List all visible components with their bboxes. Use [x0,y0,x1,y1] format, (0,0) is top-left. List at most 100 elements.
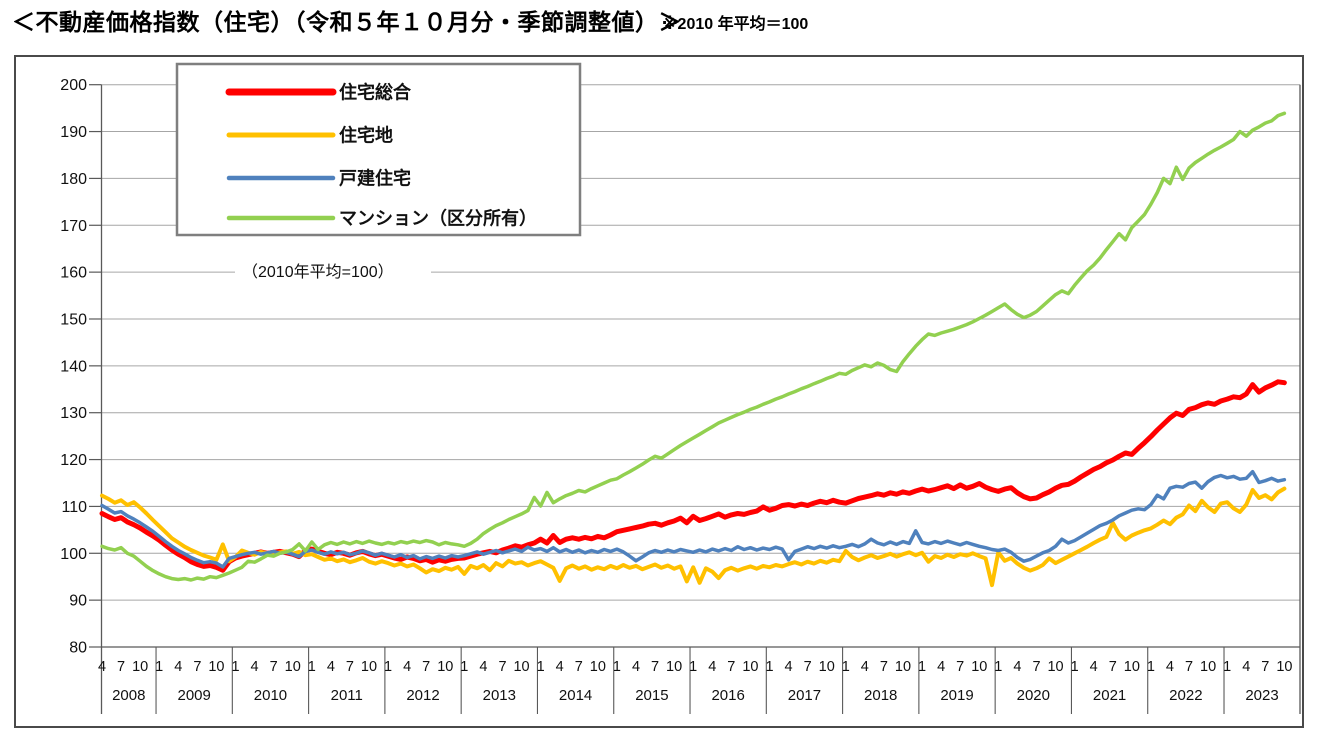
year-label: 2020 [1017,687,1050,704]
month-tick-label: 1 [155,659,163,675]
legend-item-condominium: マンション（区分所有） [226,208,537,229]
year-label: 2018 [864,687,897,704]
year-label: 2019 [940,687,973,704]
month-tick-label: 7 [193,659,201,675]
month-tick-label: 1 [1071,659,1079,675]
month-tick-label: 4 [327,659,335,675]
month-tick-label: 4 [1166,659,1174,675]
month-tick-label: 10 [742,659,758,675]
legend-item-residential-land: 住宅地 [226,125,393,146]
month-tick-label: 7 [1261,659,1269,675]
month-tick-label: 4 [174,659,182,675]
month-tick-label: 4 [708,659,716,675]
month-tick-label: 7 [1185,659,1193,675]
month-tick-label: 4 [937,659,945,675]
month-tick-label: 4 [1090,659,1098,675]
month-tick-label: 10 [361,659,377,675]
y-tick-label: 110 [61,499,87,516]
y-tick-label: 140 [60,358,87,375]
y-tick-label: 150 [60,311,87,328]
legend-label-detached-house: 戸建住宅 [339,168,411,189]
month-tick-label: 1 [460,659,468,675]
month-tick-label: 1 [689,659,697,675]
month-tick-label: 1 [918,659,926,675]
month-tick-label: 10 [666,659,682,675]
year-label: 2015 [635,687,668,704]
y-tick-label: 160 [60,265,87,282]
month-tick-label: 7 [346,659,354,675]
month-tick-label: 7 [575,659,583,675]
year-label: 2013 [483,687,516,704]
y-tick-label: 170 [60,218,87,235]
month-tick-label: 1 [1147,659,1155,675]
y-tick-label: 130 [60,405,87,422]
year-label: 2017 [788,687,821,704]
month-tick-label: 7 [270,659,278,675]
base-year-annotation: （2010年平均=100） [235,259,431,283]
year-label: 2016 [711,687,744,704]
y-tick-label: 200 [60,77,87,94]
month-tick-label: 1 [842,659,850,675]
year-label: 2012 [406,687,439,704]
month-tick-label: 4 [1013,659,1021,675]
month-tick-label: 7 [1109,659,1117,675]
y-tick-label: 190 [60,124,87,141]
year-label: 2021 [1093,687,1126,704]
month-tick-label: 1 [231,659,239,675]
month-tick-label: 7 [880,659,888,675]
month-tick-label: 7 [956,659,964,675]
month-tick-label: 10 [1124,659,1140,675]
month-tick-label: 10 [437,659,453,675]
month-tick-label: 7 [651,659,659,675]
legend-label-condominium: マンション（区分所有） [339,208,537,229]
series-line-residential-land [100,486,1287,588]
month-tick-label: 4 [785,659,793,675]
month-tick-label: 4 [479,659,487,675]
month-tick-label: 1 [384,659,392,675]
year-label: 2014 [559,687,592,704]
month-tick-label: 10 [132,659,148,675]
month-tick-label: 10 [208,659,224,675]
price-index-chart: 80 90 100 110 120 130 140 150 160 170 180 190 200 4 7 1… [14,55,1304,728]
month-tick-label: 10 [590,659,606,675]
year-label: 2022 [1169,687,1202,704]
month-tick-label: 10 [819,659,835,675]
year-label: 2009 [177,687,210,704]
month-tick-label: 10 [513,659,529,675]
month-tick-label: 1 [765,659,773,675]
month-tick-label: 1 [994,659,1002,675]
month-tick-label: 7 [1032,659,1040,675]
legend-label-residential-total: 住宅総合 [339,82,412,103]
y-tick-label: 90 [69,593,87,610]
month-tick-label: 4 [98,659,106,675]
y-tick-label: 100 [60,546,87,563]
y-tick-label: 120 [60,452,87,469]
month-tick-label: 4 [251,659,259,675]
month-tick-label: 10 [1200,659,1216,675]
annotation-bg [235,259,431,283]
month-tick-label: 7 [117,659,125,675]
month-tick-label: 10 [1276,659,1292,675]
month-tick-label: 1 [537,659,545,675]
legend-label-residential-land: 住宅地 [339,125,393,146]
month-tick-label: 4 [403,659,411,675]
month-tick-label: 4 [1242,659,1250,675]
month-tick-label: 4 [861,659,869,675]
month-tick-label: 4 [556,659,564,675]
month-tick-label: 10 [1047,659,1063,675]
year-label: 2010 [254,687,287,704]
y-tick-label: 180 [60,171,87,188]
legend-item-detached-house: 戸建住宅 [226,168,411,189]
month-tick-label: 1 [308,659,316,675]
annotation-text: （2010年平均=100） [242,263,394,281]
legend-item-residential-total: 住宅総合 [225,82,412,103]
month-tick-label: 7 [422,659,430,675]
y-tick-label: 80 [69,640,87,657]
series-lines [99,111,1287,588]
series-line-detached-house [100,469,1287,569]
month-tick-label: 10 [895,659,911,675]
